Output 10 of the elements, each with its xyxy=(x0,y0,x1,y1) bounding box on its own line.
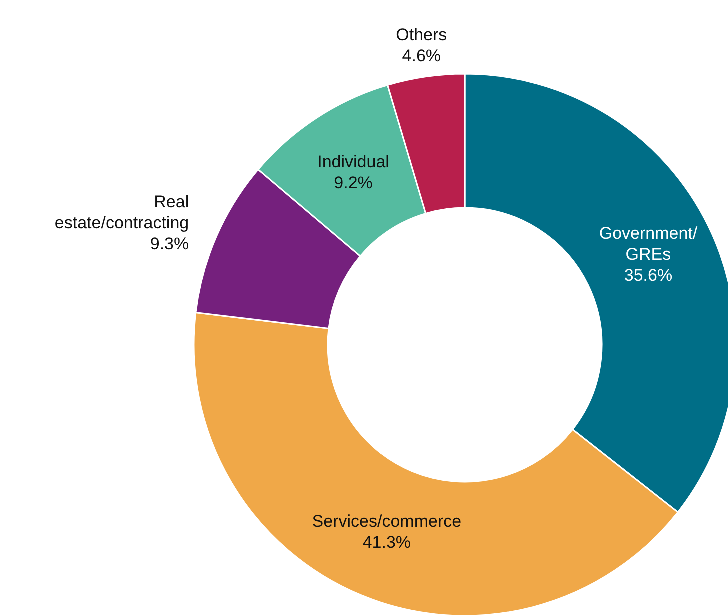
data-label: 9.2% xyxy=(334,174,373,194)
data-label: 9.3% xyxy=(150,235,190,254)
data-label: 35.6% xyxy=(624,266,673,286)
slice-label: Others xyxy=(396,26,448,46)
slice-label: Services/commerce xyxy=(312,512,462,532)
slice-label: Government/ GREs xyxy=(599,224,698,264)
slice-label: Real estate/contracting xyxy=(54,193,190,234)
data-label: 41.3% xyxy=(362,533,412,552)
slice-label: Individual xyxy=(318,153,390,172)
data-label: 4.6% xyxy=(402,47,442,66)
